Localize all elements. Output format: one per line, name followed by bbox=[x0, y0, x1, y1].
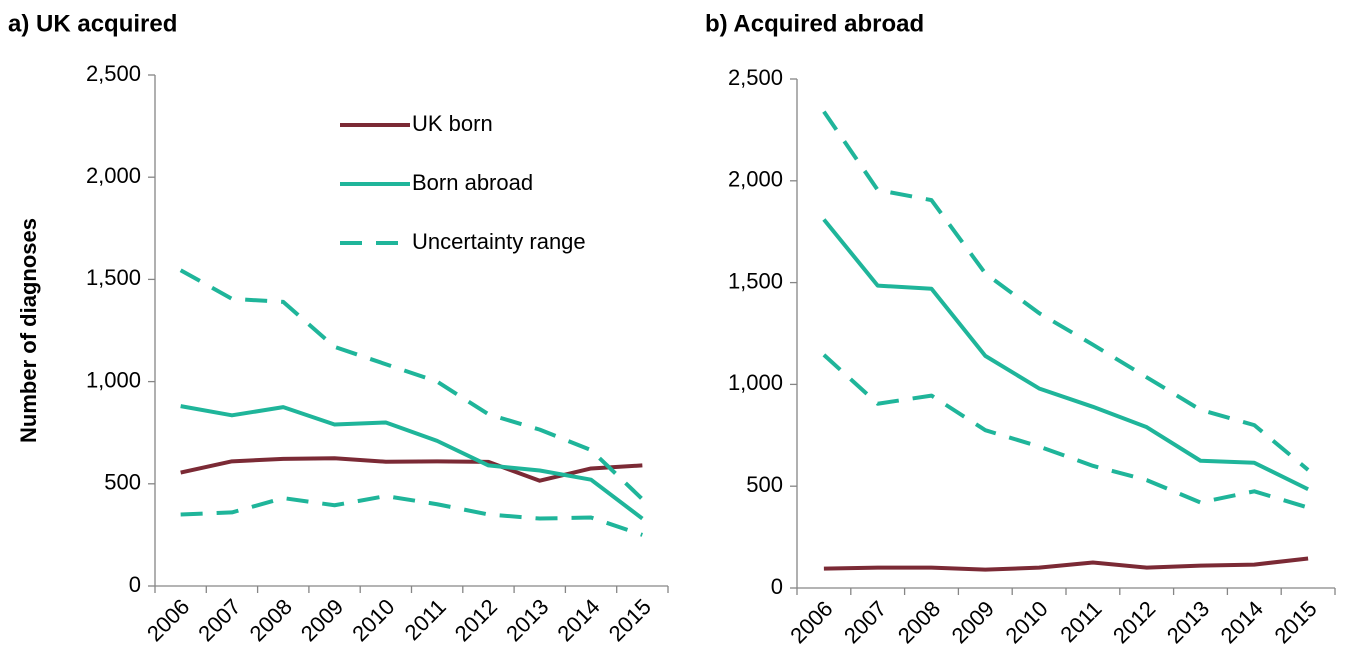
x-tick-label: 2008 bbox=[245, 594, 297, 646]
x-tick-label: 2009 bbox=[947, 596, 999, 648]
x-tick-label: 2010 bbox=[347, 594, 399, 646]
legend-label: Born abroad bbox=[412, 170, 533, 195]
y-tick-label: 500 bbox=[746, 472, 783, 497]
x-tick-label: 2009 bbox=[296, 594, 348, 646]
legend-label: UK born bbox=[412, 111, 493, 136]
y-tick-label: 2,500 bbox=[728, 65, 783, 90]
series-line bbox=[823, 556, 1309, 572]
x-tick-label: 2012 bbox=[450, 594, 502, 646]
uncertainty-high bbox=[822, 110, 1310, 472]
y-tick-label: 1,500 bbox=[86, 265, 141, 290]
series-line bbox=[180, 404, 644, 521]
y-tick-label: 2,500 bbox=[86, 61, 141, 86]
x-tick-label: 2014 bbox=[552, 594, 604, 646]
x-tick-label: 2008 bbox=[893, 596, 945, 648]
uncertainty-low bbox=[822, 353, 1309, 510]
y-axis-label: Number of diagnoses bbox=[16, 218, 41, 443]
x-tick-label: 2007 bbox=[193, 594, 245, 646]
y-tick-label: 1,000 bbox=[728, 370, 783, 395]
uncertainty-low bbox=[180, 494, 643, 537]
x-tick-label: 2010 bbox=[1000, 596, 1052, 648]
y-tick-label: 1,500 bbox=[728, 268, 783, 293]
chart-title: a) UK acquired bbox=[8, 10, 177, 37]
y-tick-label: 0 bbox=[771, 574, 783, 599]
x-tick-label: 2015 bbox=[604, 594, 656, 646]
y-tick-label: 2,000 bbox=[728, 167, 783, 192]
x-tick-label: 2014 bbox=[1216, 596, 1268, 648]
y-tick-label: 2,000 bbox=[86, 163, 141, 188]
x-tick-label: 2015 bbox=[1269, 596, 1321, 648]
x-tick-label: 2006 bbox=[142, 594, 194, 646]
x-tick-label: 2013 bbox=[1162, 596, 1214, 648]
x-tick-label: 2006 bbox=[785, 596, 837, 648]
y-tick-label: 500 bbox=[104, 470, 141, 495]
x-tick-label: 2013 bbox=[501, 594, 553, 646]
chart-title: b) Acquired abroad bbox=[705, 10, 924, 37]
x-tick-label: 2011 bbox=[400, 594, 451, 645]
legend-label: Uncertainty range bbox=[412, 229, 586, 254]
x-tick-label: 2007 bbox=[839, 596, 891, 648]
x-tick-label: 2012 bbox=[1108, 596, 1160, 648]
series-line bbox=[822, 218, 1309, 492]
x-tick-label: 2011 bbox=[1055, 596, 1106, 647]
y-tick-label: 0 bbox=[129, 572, 141, 597]
uncertainty-high bbox=[179, 268, 644, 501]
y-tick-label: 1,000 bbox=[86, 367, 141, 392]
